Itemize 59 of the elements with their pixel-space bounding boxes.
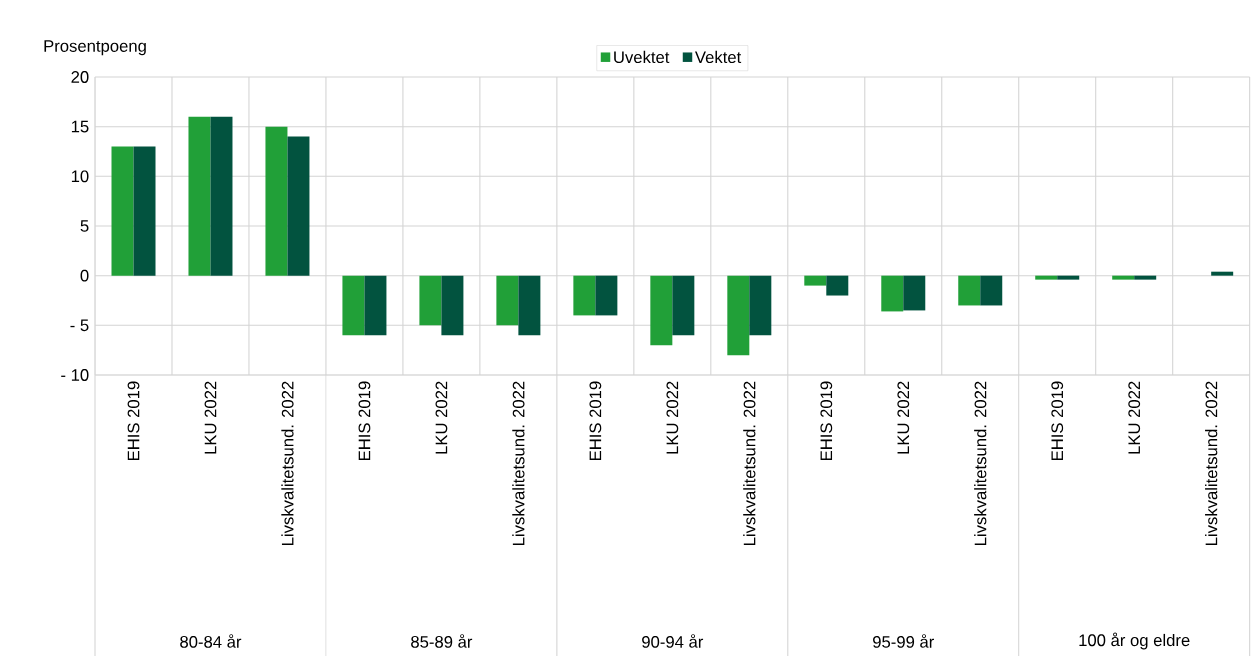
y-tick-label: 15 — [71, 120, 89, 133]
x-tick-label: Livskvalitetsund. 2022 — [743, 381, 756, 545]
bar — [1112, 275, 1135, 280]
bar — [518, 275, 541, 336]
y-tick-label: 5 — [80, 220, 89, 232]
x-tick-label: LKU 2022 — [1128, 381, 1141, 454]
bar — [1134, 275, 1157, 280]
bar — [881, 275, 904, 312]
bar — [111, 146, 134, 276]
x-tick-label: LKU 2022 — [666, 381, 679, 454]
bar — [441, 275, 464, 336]
text: 85-89 år — [411, 634, 473, 648]
bar — [342, 275, 365, 336]
bar — [826, 275, 849, 296]
bar — [188, 116, 211, 276]
x-tick-label: Livskvalitetsund. 2022 — [281, 381, 294, 545]
y-tick-label: 0 — [80, 269, 89, 282]
x-tick-label: EHIS 2019 — [589, 381, 602, 461]
x-tick-label: LKU 2022 — [204, 381, 217, 454]
x-tick-label: LKU 2022 — [435, 381, 448, 454]
x-tick-label: Livskvalitetsund. 2022 — [512, 381, 525, 545]
y-tick-label: 20 — [71, 71, 89, 83]
x-tick-label: LKU 2022 — [897, 381, 910, 454]
bar — [133, 146, 156, 276]
x-tick-label: Livskvalitetsund. 2022 — [974, 381, 987, 545]
bar — [595, 275, 618, 316]
bar — [1211, 271, 1234, 276]
y-tick-label: 10 — [71, 170, 89, 183]
bar — [1057, 275, 1080, 280]
x-tick-label: EHIS 2019 — [820, 381, 833, 461]
x-tick-label: EHIS 2019 — [1051, 381, 1064, 461]
y-tick-label: - 5 — [70, 319, 89, 332]
bar — [672, 275, 695, 336]
bar — [650, 275, 673, 346]
bar — [804, 275, 827, 286]
text: 100 år og eldre — [1079, 632, 1190, 650]
bar — [419, 275, 442, 326]
text: 95-99 år — [873, 634, 934, 648]
text: 80-84 år — [180, 634, 242, 648]
bar — [210, 116, 233, 276]
bar — [903, 275, 926, 311]
bar — [980, 275, 1003, 306]
bar — [573, 275, 596, 316]
bar — [287, 136, 310, 276]
bar — [958, 275, 981, 306]
y-tick-label: - 10 — [61, 369, 89, 381]
bar — [364, 275, 387, 336]
x-tick-label: EHIS 2019 — [127, 381, 140, 461]
bar — [265, 126, 288, 276]
bar — [749, 275, 772, 336]
bar — [496, 275, 519, 326]
x-tick-label: Livskvalitetsund. 2022 — [1205, 381, 1218, 545]
x-tick-label: EHIS 2019 — [358, 381, 371, 461]
bar — [1035, 275, 1058, 280]
text: 90-94 år — [642, 634, 704, 648]
bar — [727, 275, 750, 356]
legend-label: Vektet — [694, 50, 742, 64]
y-axis-title: Prosentpoeng — [44, 40, 146, 56]
legend-label: Uvektet — [614, 50, 670, 64]
